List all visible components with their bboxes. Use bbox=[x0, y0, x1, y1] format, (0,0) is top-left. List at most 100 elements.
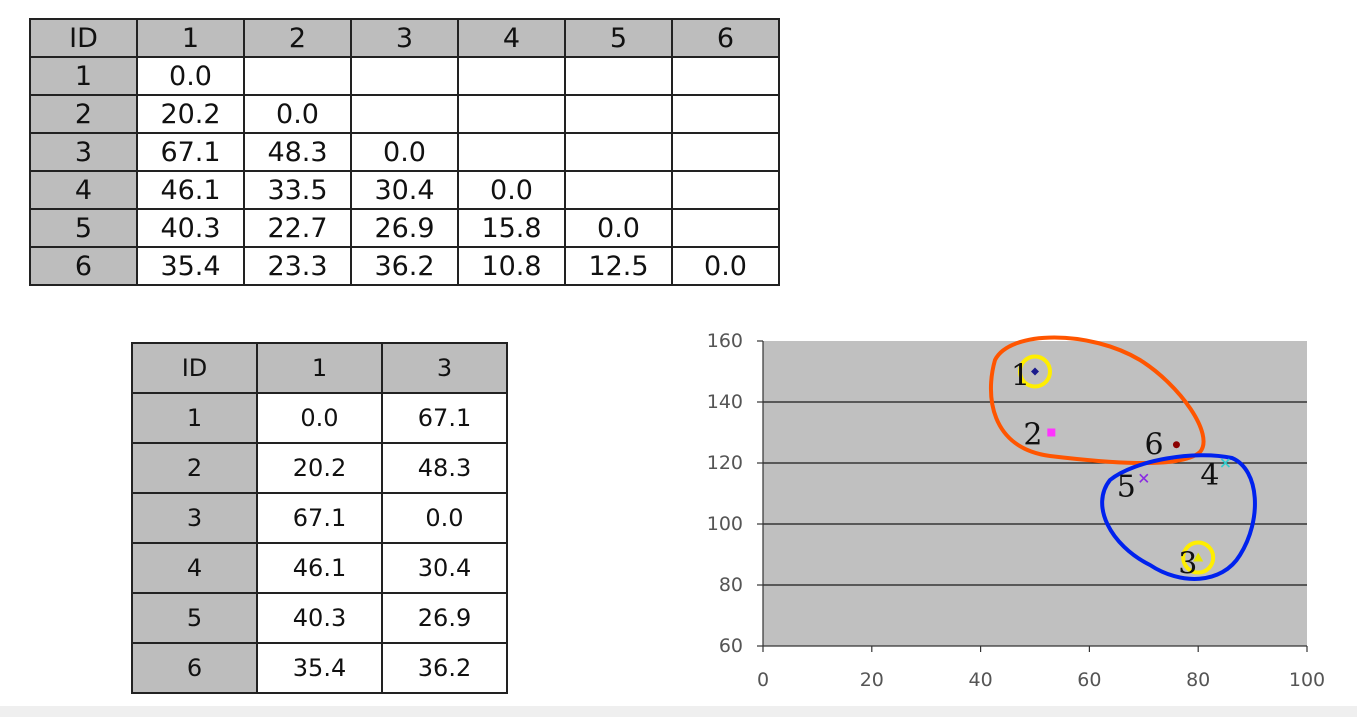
distance-cell: 12.5 bbox=[564, 246, 673, 286]
subset-distance-table: ID 1 3 1 0.0 67.1 2 20.2 48.3 3 67.1 0.0 4 46.1 30.4 5 4… bbox=[131, 342, 508, 694]
distance-cell: 15.8 bbox=[457, 208, 566, 248]
distance-cell bbox=[671, 170, 780, 210]
row-id-cell: 5 bbox=[29, 208, 138, 248]
header-row: ID 1 2 3 4 5 6 bbox=[29, 18, 780, 58]
distance-cell bbox=[457, 132, 566, 172]
distance-cell: 46.1 bbox=[256, 542, 383, 594]
distance-cell: 0.0 bbox=[457, 170, 566, 210]
distance-cell bbox=[671, 208, 780, 248]
distance-cell: 0.0 bbox=[256, 392, 383, 444]
distance-matrix-body: ID 1 2 3 4 5 6 1 0.0 2 20.2 0.0 3 67.1 48.3 0.0 4 46.1 33.… bbox=[29, 18, 780, 286]
distance-cell bbox=[671, 94, 780, 134]
column-header-cell: 3 bbox=[350, 18, 459, 58]
highlight-circle bbox=[1018, 354, 1052, 389]
row-id-cell: 4 bbox=[29, 170, 138, 210]
x-tick-label: 20 bbox=[860, 669, 884, 691]
row-id-cell: 6 bbox=[29, 246, 138, 286]
point-4 bbox=[1220, 458, 1230, 468]
distance-cell: 0.0 bbox=[136, 56, 245, 96]
distance-cell: 35.4 bbox=[136, 246, 245, 286]
distance-cell: 36.2 bbox=[350, 246, 459, 286]
point-label: 6 bbox=[1144, 428, 1163, 463]
row-id-cell: 3 bbox=[131, 492, 258, 544]
distance-cell bbox=[350, 94, 459, 134]
table-row: 6 35.4 23.3 36.2 10.8 12.5 0.0 bbox=[29, 246, 780, 286]
point-label: 3 bbox=[1178, 547, 1197, 582]
table-row: 4 46.1 33.5 30.4 0.0 bbox=[29, 170, 780, 210]
axes bbox=[757, 340, 1308, 652]
distance-cell bbox=[350, 56, 459, 96]
distance-cell: 48.3 bbox=[243, 132, 352, 172]
point-label: 4 bbox=[1200, 458, 1219, 493]
distance-cell bbox=[564, 94, 673, 134]
distance-cell: 0.0 bbox=[671, 246, 780, 286]
table-row: 5 40.3 22.7 26.9 15.8 0.0 bbox=[29, 208, 780, 248]
distance-cell: 0.0 bbox=[243, 94, 352, 134]
point-3 bbox=[1193, 552, 1204, 562]
bottom-strip bbox=[0, 706, 1357, 717]
point-5 bbox=[1139, 473, 1149, 483]
row-id-cell: 2 bbox=[131, 442, 258, 494]
table-row: 3 67.1 48.3 0.0 bbox=[29, 132, 780, 172]
x-tick-label: 40 bbox=[969, 669, 993, 691]
distance-cell: 35.4 bbox=[256, 642, 383, 694]
row-id-cell: 5 bbox=[131, 592, 258, 644]
distance-cell: 10.8 bbox=[457, 246, 566, 286]
distance-cell: 40.3 bbox=[136, 208, 245, 248]
subset-table-body: ID 1 3 1 0.0 67.1 2 20.2 48.3 3 67.1 0.0 4 46.1 30.4 5 4… bbox=[131, 342, 508, 694]
grid-lines bbox=[763, 401, 1307, 586]
distance-cell: 48.3 bbox=[381, 442, 508, 494]
distance-cell: 33.5 bbox=[243, 170, 352, 210]
distance-cell bbox=[243, 56, 352, 96]
y-tick-label: 60 bbox=[719, 635, 743, 657]
distance-cell: 0.0 bbox=[564, 208, 673, 248]
row-id-cell: 6 bbox=[131, 642, 258, 694]
distance-cell: 26.9 bbox=[350, 208, 459, 248]
distance-cell: 67.1 bbox=[136, 132, 245, 172]
data-points bbox=[1031, 367, 1230, 562]
distance-cell: 36.2 bbox=[381, 642, 508, 694]
distance-cell bbox=[564, 170, 673, 210]
distance-cell bbox=[564, 56, 673, 96]
column-header-cell: 4 bbox=[457, 18, 566, 58]
y-tick-label: 80 bbox=[719, 574, 743, 596]
distance-cell bbox=[671, 56, 780, 96]
distance-cell: 20.2 bbox=[256, 442, 383, 494]
distance-cell: 23.3 bbox=[243, 246, 352, 286]
table-row: 4 46.1 30.4 bbox=[131, 542, 508, 594]
distance-cell: 20.2 bbox=[136, 94, 245, 134]
distance-cell: 22.7 bbox=[243, 208, 352, 248]
cluster-outline bbox=[988, 335, 1206, 466]
distance-cell: 40.3 bbox=[256, 592, 383, 644]
x-tick-label: 80 bbox=[1186, 669, 1210, 691]
x-tick-label: 100 bbox=[1289, 669, 1325, 691]
row-id-cell: 2 bbox=[29, 94, 138, 134]
distance-cell bbox=[457, 94, 566, 134]
plot-area bbox=[763, 341, 1307, 646]
row-id-cell: 1 bbox=[131, 392, 258, 444]
x-tick-label: 0 bbox=[757, 669, 769, 691]
highlight-circles bbox=[1018, 354, 1216, 575]
point-labels: 1 2 3 4 56 bbox=[1011, 359, 1219, 582]
distance-cell: 0.0 bbox=[350, 132, 459, 172]
table-row: 3 67.1 0.0 bbox=[131, 492, 508, 544]
distance-cell: 46.1 bbox=[136, 170, 245, 210]
column-header-cell: 3 bbox=[381, 342, 508, 394]
distance-cell: 0.0 bbox=[381, 492, 508, 544]
table-row: 6 35.4 36.2 bbox=[131, 642, 508, 694]
column-header-cell: 6 bbox=[671, 18, 780, 58]
point-6 bbox=[1172, 441, 1180, 449]
highlight-circle bbox=[1181, 540, 1216, 575]
distance-cell: 30.4 bbox=[350, 170, 459, 210]
distance-cell bbox=[457, 56, 566, 96]
row-id-cell: 4 bbox=[131, 542, 258, 594]
distance-cell: 26.9 bbox=[381, 592, 508, 644]
point-1 bbox=[1031, 367, 1039, 376]
row-id-cell: 1 bbox=[29, 56, 138, 96]
x-tick-label: 60 bbox=[1077, 669, 1101, 691]
row-id-cell: 3 bbox=[29, 132, 138, 172]
distance-matrix-table: ID 1 2 3 4 5 6 1 0.0 2 20.2 0.0 3 67.1 48.3 0.0 4 46.1 33.… bbox=[29, 18, 780, 286]
table-row: 2 20.2 48.3 bbox=[131, 442, 508, 494]
cluster-outlines bbox=[988, 335, 1257, 581]
